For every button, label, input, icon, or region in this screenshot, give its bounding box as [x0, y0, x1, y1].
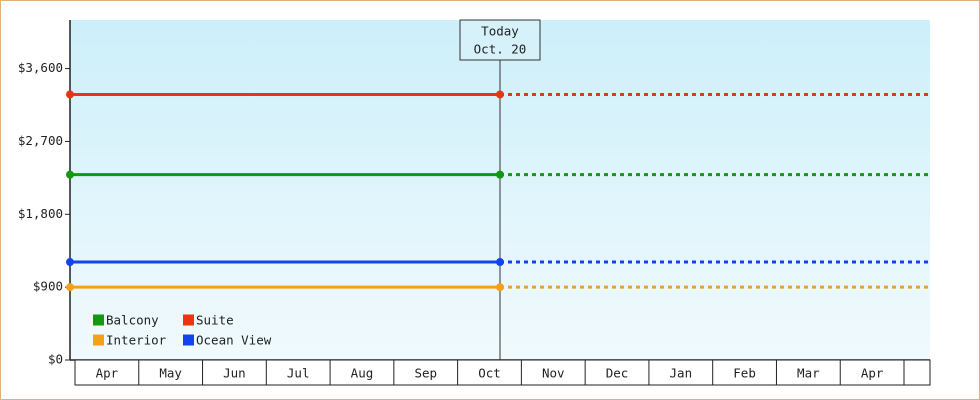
x-tick-label: Apr — [861, 366, 884, 381]
legend-label: Balcony — [106, 313, 159, 328]
x-tick-label: Dec — [606, 366, 629, 381]
legend-swatch — [183, 334, 194, 346]
x-tick-label: Sep — [414, 366, 437, 381]
legend-label: Ocean View — [196, 333, 272, 348]
legend-swatch — [93, 334, 104, 346]
point — [496, 258, 504, 267]
x-axis-band — [74, 359, 931, 386]
point — [66, 90, 74, 99]
point — [496, 90, 504, 99]
x-tick-label: Aug — [351, 366, 374, 381]
legend-swatch — [183, 314, 194, 326]
y-tick-label: $1,800 — [18, 206, 63, 221]
legend-label: Interior — [106, 333, 167, 348]
point — [66, 258, 74, 267]
legend-swatch — [93, 314, 104, 326]
x-tick-label: Oct — [478, 366, 501, 381]
y-tick-label: $0 — [48, 352, 63, 367]
today-title: Today — [481, 24, 519, 39]
y-tick-label: $2,700 — [18, 133, 63, 148]
x-tick-label: Jul — [287, 366, 310, 381]
point — [496, 170, 504, 179]
x-tick-label: Nov — [542, 366, 565, 381]
x-tick-label: May — [159, 366, 182, 381]
today-box — [459, 19, 541, 61]
x-tick-label: Jun — [223, 366, 246, 381]
y-tick-label: $900 — [33, 279, 63, 294]
x-tick-label: Jan — [670, 366, 693, 381]
point — [496, 283, 504, 292]
point — [66, 170, 74, 179]
legend-label: Suite — [196, 313, 234, 328]
point — [66, 283, 74, 292]
y-tick-label: $3,600 — [18, 60, 63, 75]
x-tick-label: Mar — [797, 366, 820, 381]
today-date: Oct. 20 — [474, 42, 527, 57]
x-tick-label: Apr — [96, 366, 119, 381]
x-tick-label: Feb — [733, 366, 756, 381]
